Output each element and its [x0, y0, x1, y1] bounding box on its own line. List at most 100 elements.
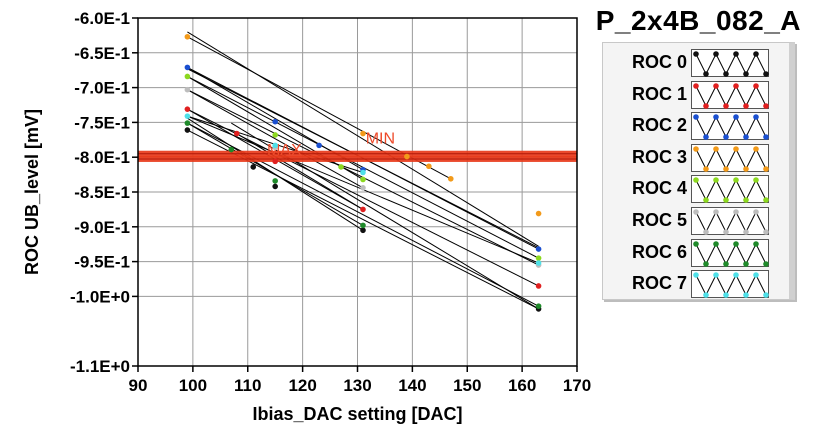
legend-swatch-marker — [713, 272, 719, 278]
y-tick-label: -7.0E-1 — [74, 79, 130, 98]
legend-swatch — [691, 175, 769, 204]
legend-swatch-marker — [763, 134, 769, 140]
data-point-roc-6 — [535, 303, 542, 309]
series-line-roc-5 — [187, 89, 364, 189]
legend-swatch-marker — [743, 260, 749, 267]
x-tick-label: 170 — [563, 376, 591, 395]
legend-swatch-marker — [733, 82, 739, 89]
data-point-roc-1 — [535, 283, 542, 289]
data-point-roc-2 — [535, 246, 542, 252]
legend-entry-roc-5: ROC 5 — [603, 205, 789, 237]
data-point-roc-3 — [360, 130, 366, 137]
data-point-roc-1 — [184, 106, 191, 112]
y-axis-ticks: -6.0E-1 -6.5E-1 -7.0E-1 -7.5E-1 -8.0E-1 -8.5E… — [70, 9, 138, 376]
legend-swatch-marker — [753, 145, 759, 152]
legend-swatch-marker — [723, 102, 729, 109]
legend-swatch-marker — [693, 272, 699, 278]
legend-swatch-marker — [723, 134, 729, 140]
limit-label-min: MIN — [366, 131, 395, 148]
legend-swatch-marker — [703, 165, 709, 172]
data-point-roc-1 — [360, 206, 366, 213]
legend-swatch-line — [695, 147, 767, 170]
legend-label: ROC 1 — [631, 83, 687, 104]
legend-swatch-marker — [753, 177, 759, 184]
y-tick-label: -8.5E-1 — [74, 183, 130, 202]
legend-label: ROC 6 — [631, 241, 687, 262]
data-point-roc-7 — [360, 169, 366, 176]
x-tick-label: 150 — [453, 376, 481, 395]
legend-swatch-line — [695, 116, 767, 139]
data-point-roc-3 — [184, 33, 191, 40]
legend-swatch-marker — [753, 209, 759, 215]
legend-swatch-marker — [753, 114, 759, 120]
y-tick-label: -8.0E-1 — [74, 148, 130, 167]
legend-swatch-marker — [693, 51, 699, 57]
data-point-roc-4 — [272, 132, 278, 138]
legend-label: ROC 3 — [631, 146, 687, 167]
data-point-roc-0 — [360, 227, 366, 234]
legend-swatch-marker — [703, 71, 709, 77]
data-point-roc-6 — [184, 120, 191, 126]
legend-swatch-marker — [743, 165, 749, 172]
legend-swatch — [691, 143, 769, 172]
limit-label-max: MAX — [267, 142, 302, 159]
legend-swatch-marker — [733, 114, 739, 120]
data-point-roc-0 — [272, 183, 278, 190]
legend-swatch-marker — [743, 197, 749, 204]
legend-swatch — [691, 80, 769, 109]
data-point-roc-6 — [228, 146, 235, 153]
legend: ROC 0 ROC 1 ROC 2 ROC 3 ROC 4 ROC 5 ROC 6 ROC 7 — [602, 42, 795, 300]
legend-swatch-line — [695, 242, 767, 265]
legend-label: ROC 7 — [631, 273, 687, 294]
legend-label: ROC 4 — [631, 178, 687, 199]
y-tick-label: -9.5E-1 — [74, 253, 130, 272]
data-point-roc-7 — [272, 142, 278, 149]
legend-swatch-marker — [703, 292, 709, 298]
legend-swatch-marker — [703, 229, 709, 235]
legend-swatch-marker — [713, 240, 719, 247]
legend-swatch-marker — [693, 82, 699, 89]
legend-swatch-marker — [693, 209, 699, 215]
legend-label: ROC 5 — [631, 210, 687, 230]
legend-swatch-marker — [743, 134, 749, 140]
legend-swatch-marker — [693, 177, 699, 184]
legend-label: ROC 0 — [631, 52, 687, 72]
legend-swatch-line — [695, 52, 767, 76]
legend-swatch-marker — [703, 134, 709, 140]
series-points — [184, 33, 542, 312]
legend-swatch-marker — [743, 71, 749, 77]
legend-swatch-marker — [743, 229, 749, 235]
series-line-roc-1 — [236, 133, 364, 210]
x-tick-label: 100 — [179, 376, 207, 395]
data-point-roc-5 — [184, 86, 191, 93]
series-line-roc-0 — [187, 31, 539, 247]
legend-swatch-marker — [713, 145, 719, 152]
x-tick-label: 120 — [288, 376, 316, 395]
legend-swatch-line — [695, 210, 767, 234]
legend-swatch-marker — [703, 197, 709, 204]
legend-swatch-marker — [763, 102, 769, 109]
legend-swatch-marker — [753, 51, 759, 57]
legend-swatch — [691, 112, 769, 141]
y-tick-label: -6.5E-1 — [74, 44, 130, 63]
data-point-roc-2 — [316, 142, 322, 149]
data-point-roc-6 — [360, 222, 366, 229]
data-point-roc-2 — [184, 64, 191, 71]
legend-label: ROC 2 — [631, 115, 687, 136]
y-tick-label: -6.0E-1 — [74, 9, 130, 28]
legend-swatch-marker — [693, 240, 699, 247]
legend-swatch-marker — [743, 292, 749, 298]
legend-swatch-marker — [723, 229, 729, 235]
legend-swatch — [691, 49, 769, 77]
data-point-roc-7 — [184, 113, 191, 119]
data-point-roc-3 — [447, 175, 454, 182]
data-point-roc-4 — [360, 176, 366, 183]
legend-swatch-marker — [723, 71, 729, 77]
data-point-roc-4 — [338, 164, 344, 170]
data-point-roc-0 — [184, 127, 191, 133]
legend-swatch-marker — [763, 260, 769, 267]
legend-swatch-line — [695, 179, 767, 202]
y-tick-label: -9.0E-1 — [74, 218, 130, 237]
legend-swatch — [691, 270, 769, 299]
